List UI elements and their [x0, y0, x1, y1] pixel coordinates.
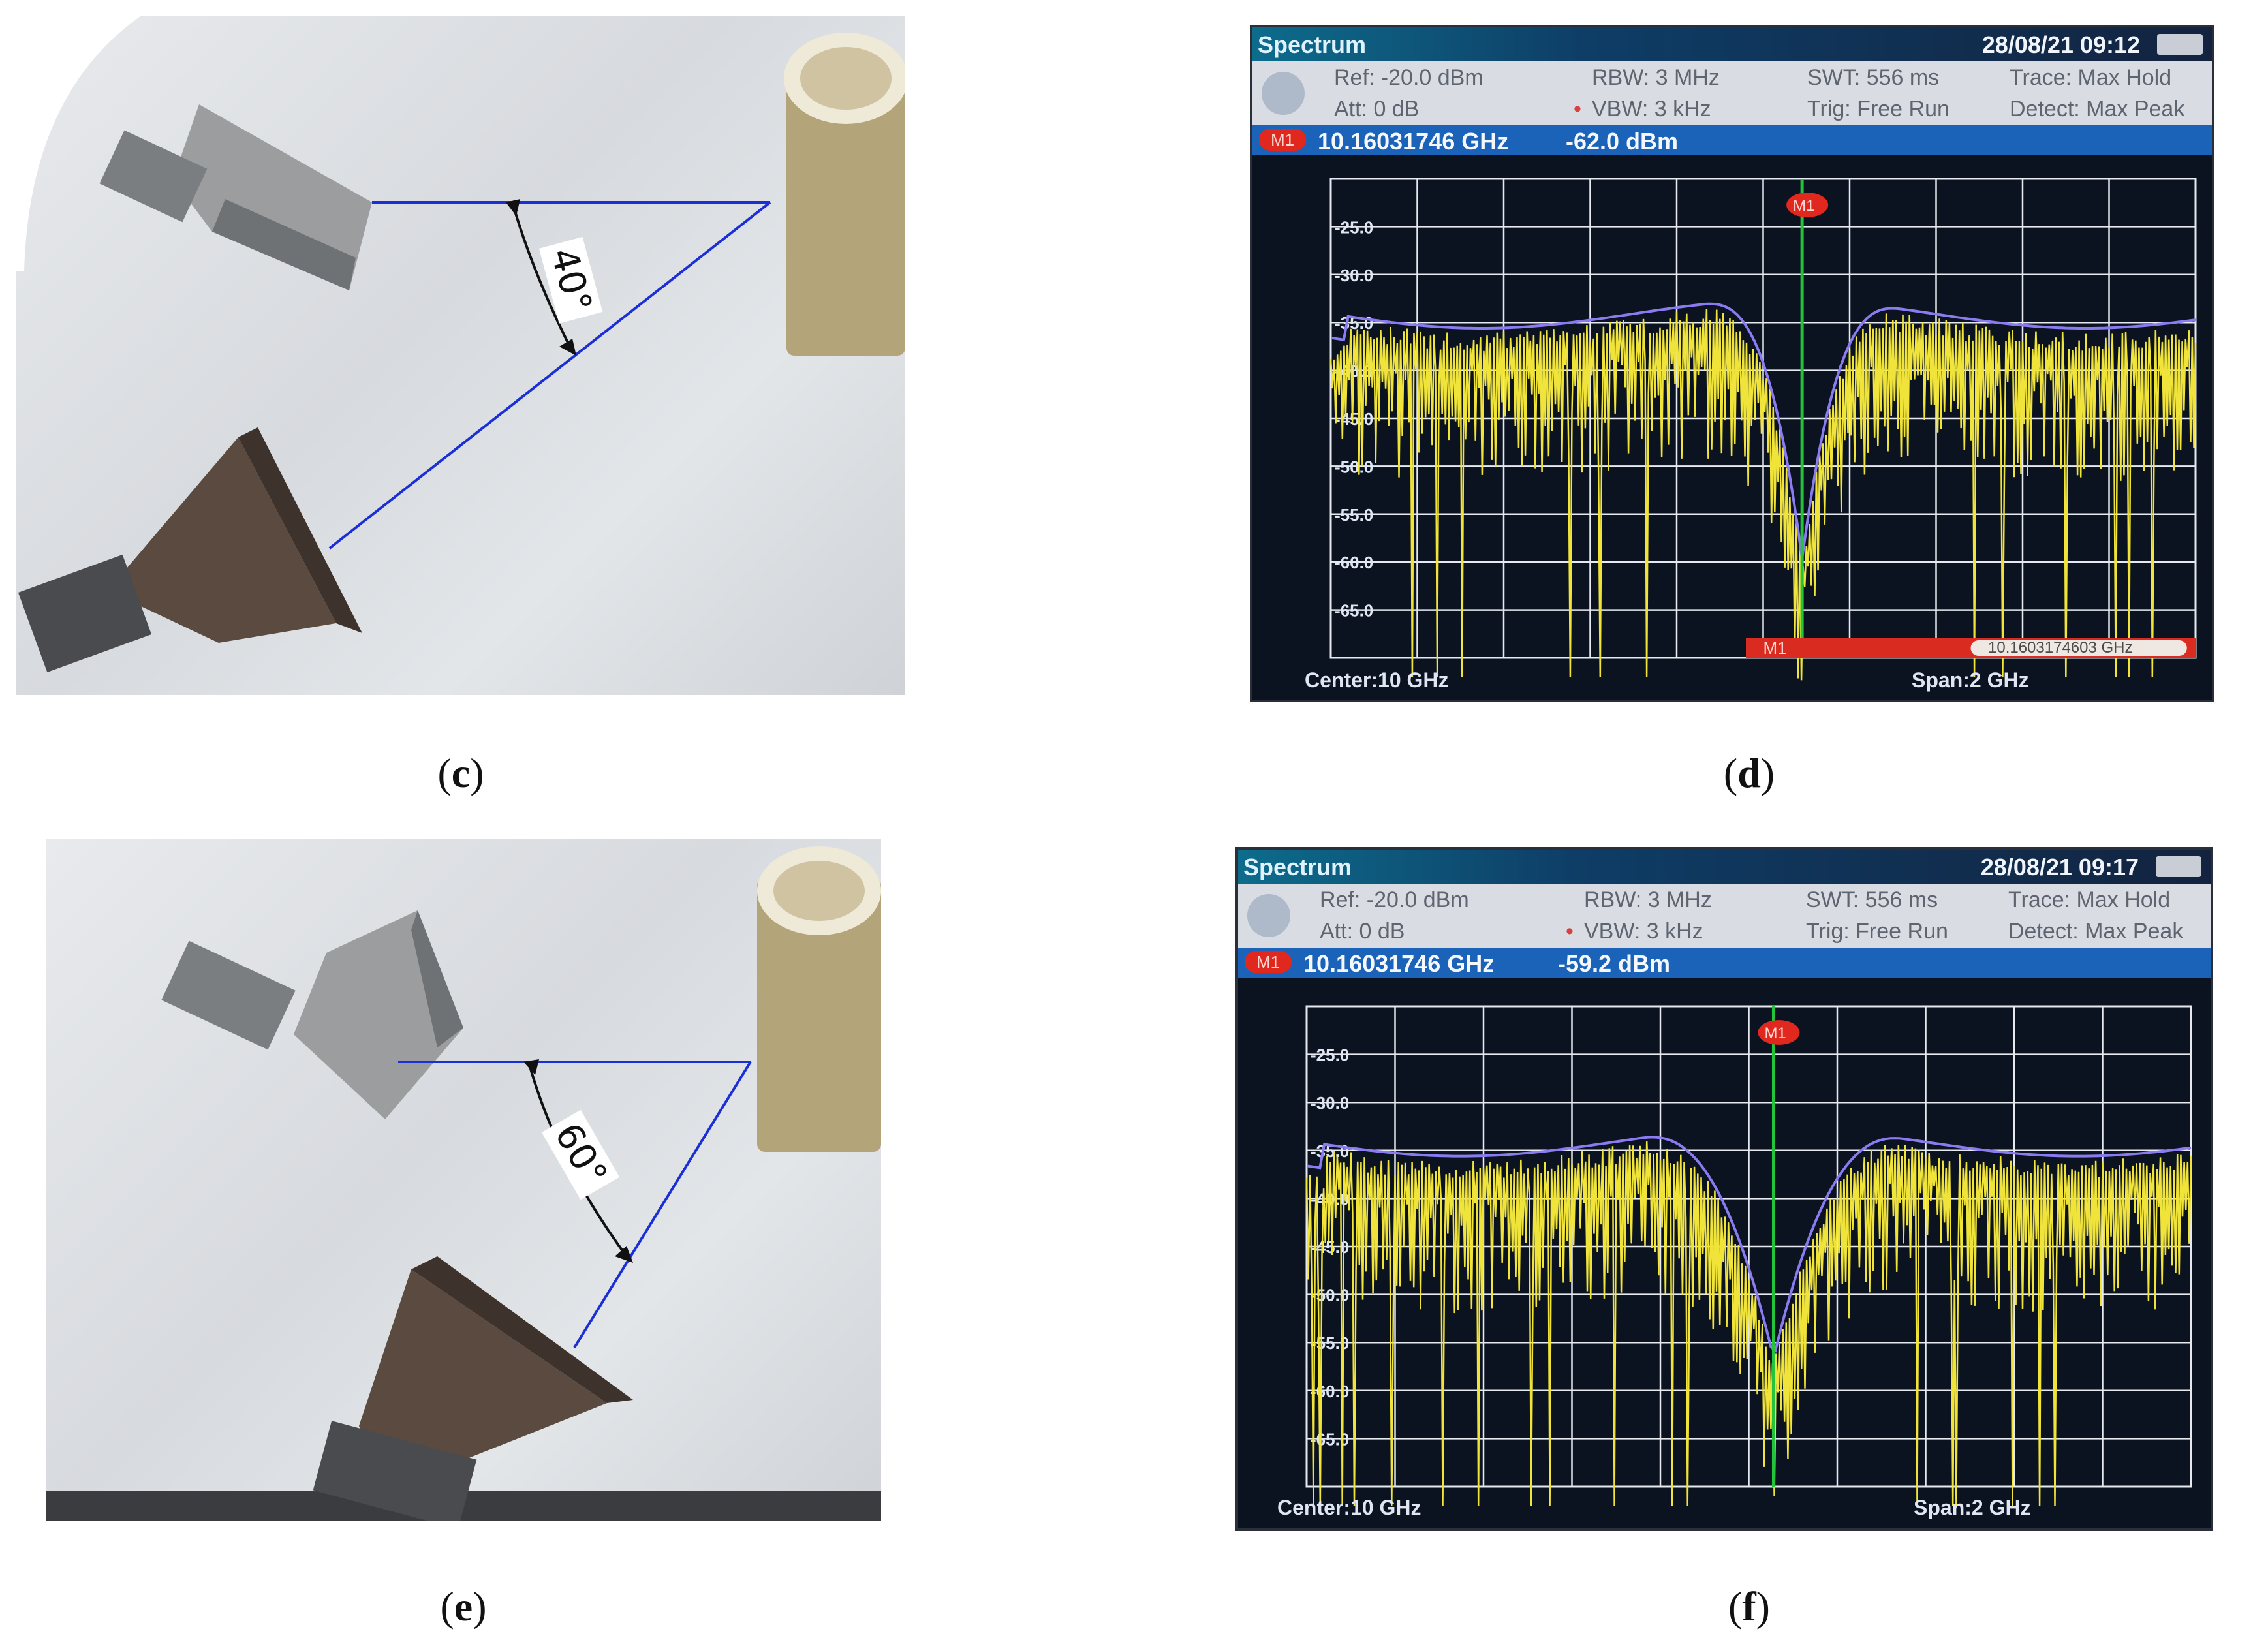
marker-level: -59.2 dBm: [1558, 950, 1671, 977]
spectrum-screen-d: Spectrum 28/08/21 09:12 Ref: -20.0 dBm A…: [1250, 25, 2214, 702]
marker-m1-label: M1: [1793, 197, 1814, 215]
waveguide-top: [99, 130, 208, 223]
max-hold-trace: [1330, 302, 2196, 559]
spectrum-plot-f: -25.0-30.0-35.0-40.0-45.0-50.0-55.0-60.0…: [1305, 1005, 2192, 1506]
vbw-indicator-dot: •: [1566, 919, 1574, 944]
marker-m1-label: M1: [1764, 1025, 1786, 1042]
datetime: 28/08/21 09:17: [1980, 854, 2139, 880]
marker-level: -62.0 dBm: [1566, 128, 1679, 155]
y-tick-label: -30.0: [1335, 266, 1373, 285]
marker-readout-tag: M1: [1763, 638, 1787, 658]
attenuation: Att: 0 dB: [1320, 919, 1405, 944]
trigger: Trig: Free Run: [1806, 919, 1948, 944]
vbw: VBW: 3 kHz: [1584, 919, 1703, 944]
marker-tag: M1: [1259, 129, 1306, 151]
battery-icon: [2156, 856, 2201, 877]
span: Span:2 GHz: [1912, 668, 2029, 692]
spectrum-plot-d: -25.0-30.0-35.0-40.0-45.0-50.0-55.0-60.0…: [1329, 178, 2197, 681]
horn-antenna-bottom: [108, 437, 336, 643]
sweep-time: SWT: 556 ms: [1807, 65, 1940, 90]
photo-e-scene: [46, 846, 881, 1521]
horn-antenna-bottom: [359, 1269, 607, 1491]
rbw: RBW: 3 MHz: [1584, 888, 1712, 912]
waveguide-bottom: [313, 1421, 477, 1521]
caption-f: (f): [1728, 1583, 1770, 1630]
vbw-indicator-dot: •: [1574, 97, 1581, 121]
photo-panel-c: 40°: [16, 16, 905, 695]
caption-c: (c): [437, 750, 484, 796]
y-tick-label: -45.0: [1335, 409, 1373, 429]
ref-level: Ref: -20.0 dBm: [1334, 65, 1484, 90]
center-frequency: Center:10 GHz: [1305, 668, 1449, 692]
marker-bar: M1 10.16031746 GHz -62.0 dBm: [1252, 125, 2212, 155]
y-tick-label: -25.0: [1335, 217, 1373, 237]
y-tick-label: -30.0: [1311, 1093, 1349, 1113]
photo-c-scene: [16, 16, 905, 673]
rbw: RBW: 3 MHz: [1592, 65, 1720, 90]
trace-mode: Trace: Max Hold: [2008, 888, 2171, 912]
photo-panel-e: 60°: [46, 839, 881, 1521]
detector: Detect: Max Peak: [2010, 97, 2185, 121]
datetime: 28/08/21 09:12: [1981, 31, 2140, 58]
attenuation: Att: 0 dB: [1334, 97, 1420, 121]
rohde-schwarz-logo-icon: [1262, 72, 1305, 115]
span: Span:2 GHz: [1914, 1496, 2031, 1519]
marker-frequency: 10.16031746 GHz: [1303, 950, 1495, 977]
waveguide-bottom: [18, 554, 152, 673]
vbw: VBW: 3 kHz: [1592, 97, 1711, 121]
y-tick-label: -50.0: [1335, 457, 1373, 476]
spectrum-trace: [1305, 1141, 2192, 1506]
max-hold-trace: [1306, 1136, 2192, 1354]
marker-bar: M1 10.16031746 GHz -59.2 dBm: [1238, 948, 2211, 978]
y-tick-label: -60.0: [1335, 553, 1373, 572]
waveguide-top: [161, 940, 296, 1050]
marker-readout-value: 10.1603174603 GHz: [1988, 639, 2133, 657]
center-frequency: Center:10 GHz: [1277, 1496, 1421, 1519]
ref-level: Ref: -20.0 dBm: [1320, 888, 1469, 912]
spectrum-title-bar: Spectrum 28/08/21 09:17: [1238, 850, 2211, 884]
marker-frequency: 10.16031746 GHz: [1318, 128, 1509, 155]
detector: Detect: Max Peak: [2008, 919, 2184, 944]
trigger: Trig: Free Run: [1807, 97, 1950, 121]
marker-tag: M1: [1245, 951, 1292, 973]
angle-line: [328, 201, 771, 550]
spectrum-screen-f: Spectrum 28/08/21 09:17 Ref: -20.0 dBm A…: [1235, 847, 2213, 1531]
photo-corner-mask: [16, 16, 140, 271]
caption-e: (e): [440, 1583, 487, 1630]
rohde-schwarz-logo-icon: [1247, 894, 1290, 937]
caption-d: (d): [1723, 750, 1775, 796]
angle-line: [573, 1061, 752, 1349]
battery-icon: [2157, 34, 2203, 55]
cylinder-coil: [757, 878, 881, 1152]
y-tick-label: -25.0: [1311, 1046, 1349, 1065]
sweep-time: SWT: 556 ms: [1806, 888, 1938, 912]
trace-mode: Trace: Max Hold: [2010, 65, 2172, 90]
settings-panel: Ref: -20.0 dBm Att: 0 dB RBW: 3 MHz • VB…: [1252, 61, 2212, 125]
angle-arc: [511, 202, 572, 350]
cylinder-coil: [786, 62, 905, 356]
y-tick-label: -65.0: [1335, 601, 1373, 621]
marker-m1-badge: [1758, 1020, 1800, 1045]
spectrum-title-bar: Spectrum 28/08/21 09:12: [1252, 27, 2212, 61]
marker-readout-field: [1970, 640, 2187, 656]
settings-panel: Ref: -20.0 dBm Att: 0 dB RBW: 3 MHz • VB…: [1238, 884, 2211, 948]
spectrum-title: Spectrum: [1243, 854, 1352, 880]
spectrum-trace: [1329, 308, 2197, 681]
marker-m1-badge: [1786, 193, 1829, 217]
y-tick-label: -55.0: [1335, 505, 1373, 525]
spectrum-title: Spectrum: [1258, 31, 1367, 58]
